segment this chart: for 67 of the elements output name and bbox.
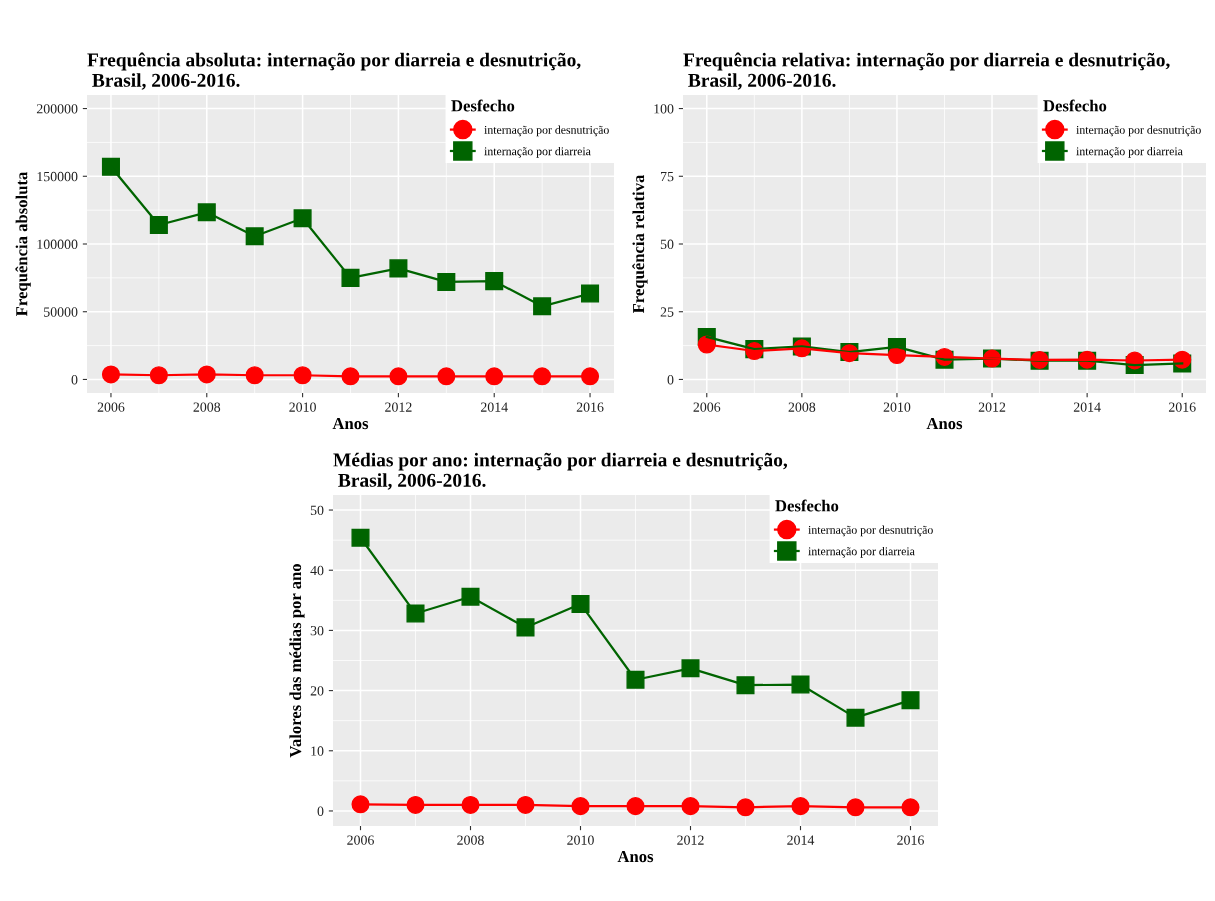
point bbox=[461, 587, 480, 606]
legend-label: internação por diarreia bbox=[1076, 146, 1183, 158]
x-tick-label: 2016 bbox=[1168, 402, 1196, 412]
legend-label: internação por diarreia bbox=[808, 546, 915, 558]
legend-label: internação por desnutrição bbox=[1076, 125, 1201, 137]
x-tick-label: 2006 bbox=[693, 402, 721, 412]
point bbox=[581, 284, 600, 303]
chart-title: Frequência relativa: internação por diarreia e desnutrição, Brasil, 2006-2016. bbox=[683, 52, 1170, 90]
y-axis-title: Frequência absoluta bbox=[15, 171, 31, 317]
x-tick-label: 2014 bbox=[1073, 402, 1101, 412]
x-tick-label: 2012 bbox=[385, 402, 412, 412]
point bbox=[581, 367, 600, 386]
x-tick-label: 2010 bbox=[289, 402, 316, 412]
x-tick-label: 2012 bbox=[978, 402, 1006, 412]
y-axis-title: Frequência relativa bbox=[632, 174, 648, 314]
point bbox=[901, 691, 920, 710]
point bbox=[101, 157, 120, 176]
point bbox=[846, 708, 865, 727]
point bbox=[341, 268, 360, 287]
y-tick-label: 50 bbox=[660, 239, 674, 249]
x-axis-title: Anos bbox=[926, 417, 963, 430]
x-tick-label: 2010 bbox=[567, 835, 594, 845]
y-tick-label: 50000 bbox=[44, 307, 78, 317]
y-tick-label: 25 bbox=[660, 307, 674, 317]
x-tick-label: 2008 bbox=[457, 835, 484, 845]
x-tick-label: 2006 bbox=[97, 402, 125, 412]
y-tick-label: 100 bbox=[654, 104, 674, 114]
y-tick-label: 0 bbox=[667, 375, 674, 385]
y-tick-label: 30 bbox=[310, 625, 324, 636]
x-tick-label: 2012 bbox=[677, 835, 704, 845]
legend-title: Desfecho bbox=[775, 499, 839, 512]
point bbox=[626, 670, 645, 689]
point bbox=[736, 676, 755, 695]
y-tick-label: 0 bbox=[317, 806, 324, 816]
point bbox=[571, 594, 590, 613]
x-tick-label: 2008 bbox=[788, 402, 816, 412]
x-tick-label: 2014 bbox=[787, 835, 815, 845]
legend-label: internação por desnutrição bbox=[808, 525, 933, 537]
y-axis-title: Valores das médias por ano bbox=[289, 564, 305, 758]
y-tick-label: 75 bbox=[661, 172, 674, 182]
x-tick-label: 2016 bbox=[897, 835, 924, 845]
chart-title: Médias por ano: internação por diarreia e desnutrição, Brasil, 2006-2016. bbox=[333, 452, 788, 490]
legend-label: internação por diarreia bbox=[484, 146, 591, 158]
x-tick-label: 2016 bbox=[576, 402, 604, 412]
x-tick-label: 2010 bbox=[883, 402, 911, 412]
y-tick-label: 20 bbox=[310, 686, 324, 696]
chart-title: Frequência absoluta: internação por diarreia e desnutrição, Brasil, 2006-2016. bbox=[87, 52, 581, 90]
x-axis-title: Anos bbox=[617, 850, 654, 863]
x-tick-label: 2008 bbox=[193, 402, 221, 412]
point bbox=[406, 604, 425, 623]
point bbox=[681, 659, 700, 678]
point bbox=[516, 618, 535, 637]
point bbox=[791, 675, 810, 694]
point bbox=[351, 528, 370, 547]
y-tick-label: 150000 bbox=[37, 171, 78, 182]
y-tick-label: 100000 bbox=[37, 239, 78, 249]
legend-label: internação por desnutrição bbox=[484, 125, 609, 137]
legend-title: Desfecho bbox=[1043, 99, 1107, 112]
x-tick-label: 2006 bbox=[347, 835, 374, 845]
y-tick-label: 50 bbox=[310, 505, 324, 515]
x-tick-label: 2014 bbox=[480, 402, 508, 412]
y-tick-label: 0 bbox=[71, 375, 78, 385]
legend-title: Desfecho bbox=[451, 99, 515, 112]
x-axis-title: Anos bbox=[332, 417, 369, 430]
y-tick-label: 10 bbox=[311, 746, 324, 756]
y-tick-label: 40 bbox=[310, 565, 324, 576]
y-tick-label: 200000 bbox=[36, 104, 78, 114]
